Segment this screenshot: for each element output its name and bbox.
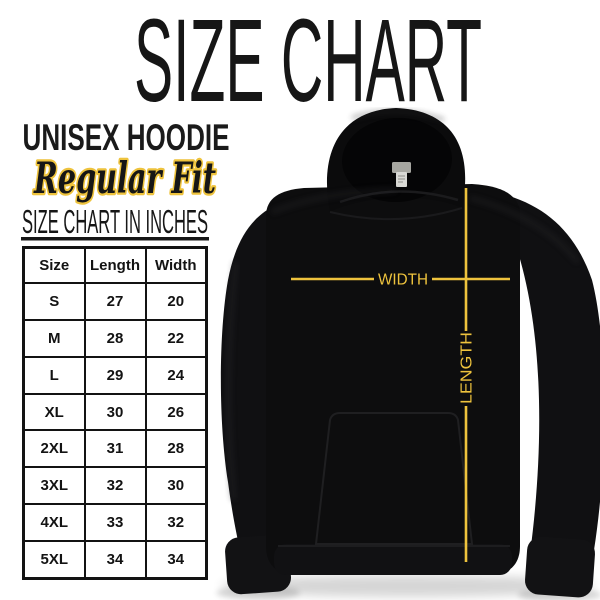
- neck-tape: [392, 162, 411, 173]
- fit-label: Regular Fit: [33, 154, 216, 204]
- size-table-cell: 26: [144, 392, 208, 432]
- shoulder-highlight-left: [271, 187, 397, 215]
- size-table-cell: 28: [83, 318, 147, 358]
- size-table-row: M 28 22: [22, 318, 208, 358]
- hoodie-right-cuff: [525, 536, 595, 598]
- size-table-cell: 32: [83, 466, 147, 506]
- size-table-row: 4XL 33 32: [22, 503, 208, 543]
- size-table-cell: 34: [144, 540, 208, 580]
- product-name: UNISEX HOODIE: [23, 117, 230, 158]
- size-table-row: XL 30 26: [22, 392, 208, 432]
- measurement-overlay: WIDTH LENGTH: [291, 188, 510, 562]
- size-table-cell: 24: [144, 355, 208, 395]
- size-table-cell: 31: [83, 429, 147, 469]
- hood-fold-seam: [339, 190, 459, 204]
- size-table: Size Length Width S 27 20 M 28 22 L 29 24 XL 30 26 2XL…: [22, 246, 208, 580]
- size-table-cell: 3XL: [22, 466, 86, 506]
- size-table-cell: L: [22, 355, 86, 395]
- size-table-cell: 34: [83, 540, 147, 580]
- size-table-row: 3XL 32 30: [22, 466, 208, 506]
- size-table-cell: 20: [144, 282, 208, 321]
- size-table-row: 2XL 31 28: [22, 429, 208, 469]
- size-table-cell: 27: [83, 282, 147, 321]
- size-table-header-row: Size Length Width: [22, 246, 208, 284]
- hoodie-right-sleeve: [468, 188, 600, 554]
- length-measurement-label: LENGTH: [459, 332, 476, 404]
- size-table-column-header: Size: [22, 246, 86, 284]
- size-table-column-header: Width: [144, 246, 208, 284]
- size-table-cell: 29: [83, 355, 147, 395]
- hoodie-hem: [274, 544, 512, 575]
- width-measurement-label: WIDTH: [378, 272, 428, 289]
- hood-highlight: [351, 109, 445, 122]
- table-heading: SIZE CHART IN INCHES: [22, 203, 208, 240]
- care-tag-text-lines: [398, 175, 405, 183]
- size-table-cell: S: [22, 282, 86, 321]
- size-table-cell: 4XL: [22, 503, 86, 543]
- hood-opening: [342, 117, 452, 203]
- size-table-cell: 32: [144, 503, 208, 543]
- size-table-body: S 27 20 M 28 22 L 29 24 XL 30 26 2XL 31 28 3XL 32 30 4XL 33…: [22, 282, 208, 580]
- kangaroo-pocket: [314, 412, 474, 545]
- size-table-cell: M: [22, 318, 86, 358]
- size-table-cell: 28: [144, 429, 208, 469]
- ground-shadow: [220, 575, 596, 597]
- size-table-cell: 30: [83, 392, 147, 432]
- size-table-row: L 29 24: [22, 355, 208, 395]
- table-heading-underline: [21, 237, 209, 241]
- size-table-cell: 33: [83, 503, 147, 543]
- shoulder-highlight-right: [469, 195, 580, 264]
- page-title: SIZE CHART: [134, 0, 482, 127]
- hoodie-photo: [216, 108, 600, 600]
- size-table-cell: 5XL: [22, 540, 86, 580]
- size-table-cell: XL: [22, 392, 86, 432]
- size-table-row: S 27 20: [22, 282, 208, 321]
- neck-seam: [329, 207, 463, 221]
- sleeve-highlight-left: [225, 261, 239, 501]
- size-table-cell: 2XL: [22, 429, 86, 469]
- size-table-column-header: Length: [83, 246, 147, 284]
- size-table-row: 5XL 34 34: [22, 540, 208, 580]
- size-table-cell: 22: [144, 318, 208, 358]
- size-table-cell: 30: [144, 466, 208, 506]
